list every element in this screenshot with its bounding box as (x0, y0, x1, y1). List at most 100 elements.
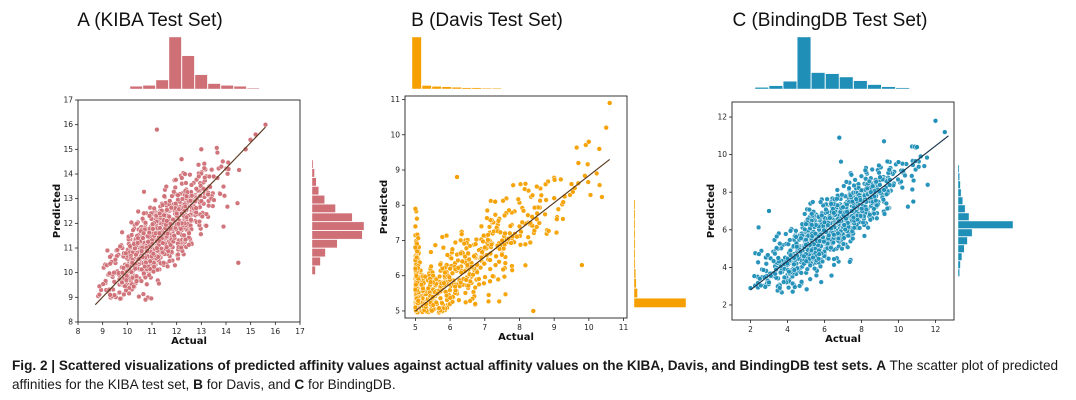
scatter-point (821, 238, 827, 245)
scatter-point (142, 297, 149, 303)
x-tick-label: 12 (931, 325, 941, 334)
data-point (821, 219, 828, 225)
x-tick-label: 8 (859, 325, 864, 334)
marginal-y-bar (311, 257, 321, 266)
marginal-y-bar (311, 248, 326, 258)
scatter-point (436, 305, 442, 311)
marginal-x-bar (168, 36, 182, 90)
scatter-point (484, 215, 490, 221)
scatter-point (488, 198, 494, 204)
caption-label-c: C (294, 377, 305, 392)
scatter-point (199, 213, 205, 220)
scatter-point (819, 258, 826, 265)
scatter-point (173, 200, 179, 207)
scatter-point (831, 232, 837, 238)
y-axis-label: Predicted (379, 180, 390, 234)
scatter-point (452, 283, 458, 290)
scatter-point (587, 192, 594, 198)
scatter-point (104, 247, 111, 254)
data-point (183, 193, 190, 199)
scatter-point (120, 265, 127, 271)
scatter-point (198, 231, 204, 237)
scatter-point (865, 225, 871, 231)
scatter-point (924, 154, 930, 161)
scatter-point (209, 167, 215, 173)
data-point (886, 167, 892, 173)
marginal-x-bar (811, 72, 826, 90)
marginal-x-bar (220, 85, 234, 90)
scatter-point (853, 196, 859, 202)
marginal-y-bar (957, 212, 970, 221)
scatter-point (236, 167, 242, 173)
y-axis-label: Predicted (52, 184, 63, 238)
scatter-point (119, 279, 125, 286)
x-tick-label: 11 (147, 327, 157, 336)
scatter-point (193, 209, 199, 216)
data-point (198, 146, 204, 152)
scatter-point (751, 273, 757, 279)
data-point (568, 181, 575, 187)
scatter-point (189, 193, 195, 199)
scatter-point (473, 241, 479, 247)
scatter-point (430, 272, 436, 279)
scatter-point (845, 244, 851, 250)
scatter-point (472, 284, 478, 291)
scatter-point (555, 206, 561, 212)
scatter-point (193, 205, 199, 211)
scatter-point (798, 235, 804, 241)
scatter-point (427, 279, 434, 285)
scatter-point (843, 179, 850, 185)
data-point (596, 146, 602, 152)
plot-frame (77, 99, 301, 323)
scatter-point (826, 232, 832, 238)
scatter-point (823, 206, 829, 213)
marginal-y-bar (633, 288, 638, 298)
scatter-point (487, 278, 493, 284)
scatter-point (449, 270, 456, 276)
data-point (831, 210, 837, 216)
scatter-point (798, 279, 805, 285)
data-point (849, 198, 855, 205)
y-tick-label: 15 (63, 145, 73, 154)
scatter-point (884, 191, 890, 197)
y-tick-label: 12 (717, 113, 727, 122)
data-point (146, 213, 153, 219)
scatter-point (594, 170, 600, 177)
scatter-point (787, 228, 794, 234)
scatter-point (527, 239, 533, 246)
scatter-point (866, 178, 873, 184)
scatter-point (899, 184, 905, 191)
scatter-point (819, 212, 825, 219)
data-point (412, 206, 419, 212)
scatter-point (139, 216, 146, 222)
marginal-x-bar (783, 81, 797, 90)
y-tick-label: 5 (395, 306, 400, 315)
scatter-point (798, 270, 804, 276)
scatter-point (574, 144, 580, 151)
scatter-point (145, 239, 151, 245)
scatter-point (827, 215, 833, 221)
marginal-y-bar (957, 164, 960, 173)
scatter-point (777, 285, 783, 291)
scatter-point (877, 182, 883, 188)
scatter-point (842, 226, 848, 233)
marginal-y-bar (957, 236, 968, 245)
scatter-point (164, 244, 170, 250)
scatter-point (146, 230, 152, 236)
data-point (412, 304, 419, 311)
scatter-point (760, 267, 767, 273)
scatter-point (531, 205, 538, 211)
y-tick-label: 9 (68, 293, 73, 302)
scatter-point (583, 142, 589, 148)
marginal-x-bar (142, 85, 156, 90)
scatter-point (471, 253, 477, 259)
marginal-y-bar (311, 266, 316, 275)
scatter-point (507, 223, 514, 229)
caption-label-a: A (876, 358, 887, 373)
scatter-point (816, 251, 822, 257)
figure-caption: Fig. 2 | Scattered visualizations of pre… (12, 356, 1067, 394)
scatter-point (876, 162, 882, 169)
scatter-point (846, 185, 852, 191)
scatter-point (522, 241, 529, 247)
